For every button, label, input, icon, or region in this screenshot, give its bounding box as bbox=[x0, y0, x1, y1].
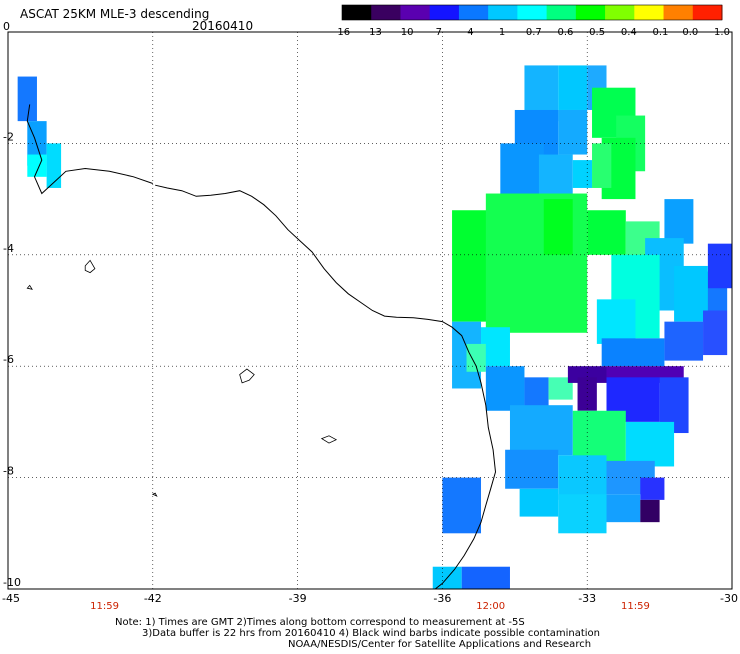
wind-cell bbox=[442, 477, 482, 534]
note-line-2: 3)Data buffer is 22 hrs from 20160410 4)… bbox=[142, 628, 600, 639]
x-tick-label: -30 bbox=[720, 592, 738, 605]
colorbar-swatch bbox=[400, 5, 431, 20]
map-title: ASCAT 25KM MLE-3 descending bbox=[20, 7, 209, 21]
wind-cell bbox=[625, 421, 675, 467]
wind-cell bbox=[572, 160, 593, 188]
wind-cell bbox=[601, 338, 665, 367]
wind-cell bbox=[703, 310, 728, 356]
colorbar-swatch bbox=[517, 5, 548, 20]
colorbar-swatch bbox=[546, 5, 577, 20]
wind-data-cells bbox=[17, 65, 732, 589]
wind-cell bbox=[558, 455, 607, 500]
colorbar-swatch bbox=[605, 5, 635, 20]
island-outline bbox=[239, 368, 255, 384]
wind-cell bbox=[577, 377, 597, 411]
colorbar-swatch bbox=[429, 5, 460, 20]
wind-cell bbox=[485, 366, 525, 411]
wind-cell bbox=[640, 477, 665, 500]
note-line-3: NOAA/NESDIS/Center for Satellite Applica… bbox=[288, 639, 591, 650]
island-outline bbox=[320, 435, 338, 444]
y-tick-label: -10 bbox=[3, 576, 21, 589]
coastline-main bbox=[155, 184, 497, 590]
plot-frame bbox=[7, 31, 733, 590]
wind-cell bbox=[558, 65, 588, 110]
wind-cell bbox=[664, 321, 704, 361]
y-tick-label: -8 bbox=[3, 465, 14, 478]
island-outline bbox=[26, 284, 33, 290]
time-label: 12:00 bbox=[476, 601, 505, 612]
colorbar-swatch bbox=[342, 5, 372, 20]
x-tick-label: -42 bbox=[144, 592, 162, 605]
time-label: 11:59 bbox=[621, 601, 650, 612]
axis-tick-labels: -45 -42 -39 -36 -33 -30 0 -2 -4 -6 -8 -10 bbox=[2, 20, 738, 605]
x-tick-label: -36 bbox=[433, 592, 451, 605]
colorbar-frame bbox=[341, 4, 723, 21]
wind-cell bbox=[596, 299, 636, 344]
wind-cell bbox=[707, 243, 732, 289]
x-tick-label: -45 bbox=[2, 592, 20, 605]
x-tick-label: -33 bbox=[578, 592, 596, 605]
wind-cell bbox=[587, 210, 626, 255]
wind-cell bbox=[519, 488, 559, 517]
wind-cell bbox=[461, 566, 510, 589]
coastline-northwest bbox=[26, 104, 153, 195]
island-outline bbox=[151, 492, 158, 497]
wind-cell bbox=[664, 199, 694, 244]
colorbar-swatch bbox=[663, 5, 694, 20]
y-tick-label: -2 bbox=[3, 130, 14, 143]
colorbar-swatch bbox=[692, 5, 723, 20]
wind-cell bbox=[466, 343, 486, 372]
colorbar-swatch bbox=[488, 5, 518, 20]
wind-cell bbox=[548, 377, 573, 400]
wind-cell bbox=[509, 405, 573, 456]
colorbar-swatch bbox=[575, 5, 606, 20]
wind-cell bbox=[505, 449, 559, 489]
colorbar-swatch bbox=[634, 5, 665, 20]
wind-cell bbox=[558, 494, 607, 534]
coastline bbox=[26, 104, 497, 590]
wind-cell bbox=[674, 265, 708, 322]
note-line-1: Note: 1) Times are GMT 2)Times along bot… bbox=[115, 617, 525, 628]
time-labels: 11:59 12:00 11:59 bbox=[90, 601, 650, 612]
y-tick-label: -4 bbox=[3, 242, 14, 255]
wind-cell bbox=[17, 76, 37, 122]
colorbar-swatch bbox=[371, 5, 401, 20]
wind-cell bbox=[592, 143, 612, 188]
wind-cell bbox=[640, 499, 660, 523]
y-tick-label: 0 bbox=[3, 20, 10, 33]
wind-cell bbox=[27, 154, 47, 177]
wind-cell bbox=[543, 199, 573, 255]
colorbar-swatch bbox=[458, 5, 489, 20]
island-outline bbox=[84, 259, 96, 274]
wind-cell bbox=[606, 494, 641, 523]
colorbar: -16 -13 -10 -7 -4 -1 -0.7 -0.6 -0.5 -0.4 -0.1 0.0 1.… bbox=[334, 4, 730, 38]
y-tick-label: -6 bbox=[3, 353, 14, 366]
wind-cell bbox=[46, 143, 62, 188]
lat-lon-grid bbox=[8, 32, 732, 589]
x-tick-label: -39 bbox=[289, 592, 307, 605]
time-label: 11:59 bbox=[90, 601, 119, 612]
wind-cell bbox=[558, 109, 588, 155]
map-date: 20160410 bbox=[192, 19, 253, 33]
